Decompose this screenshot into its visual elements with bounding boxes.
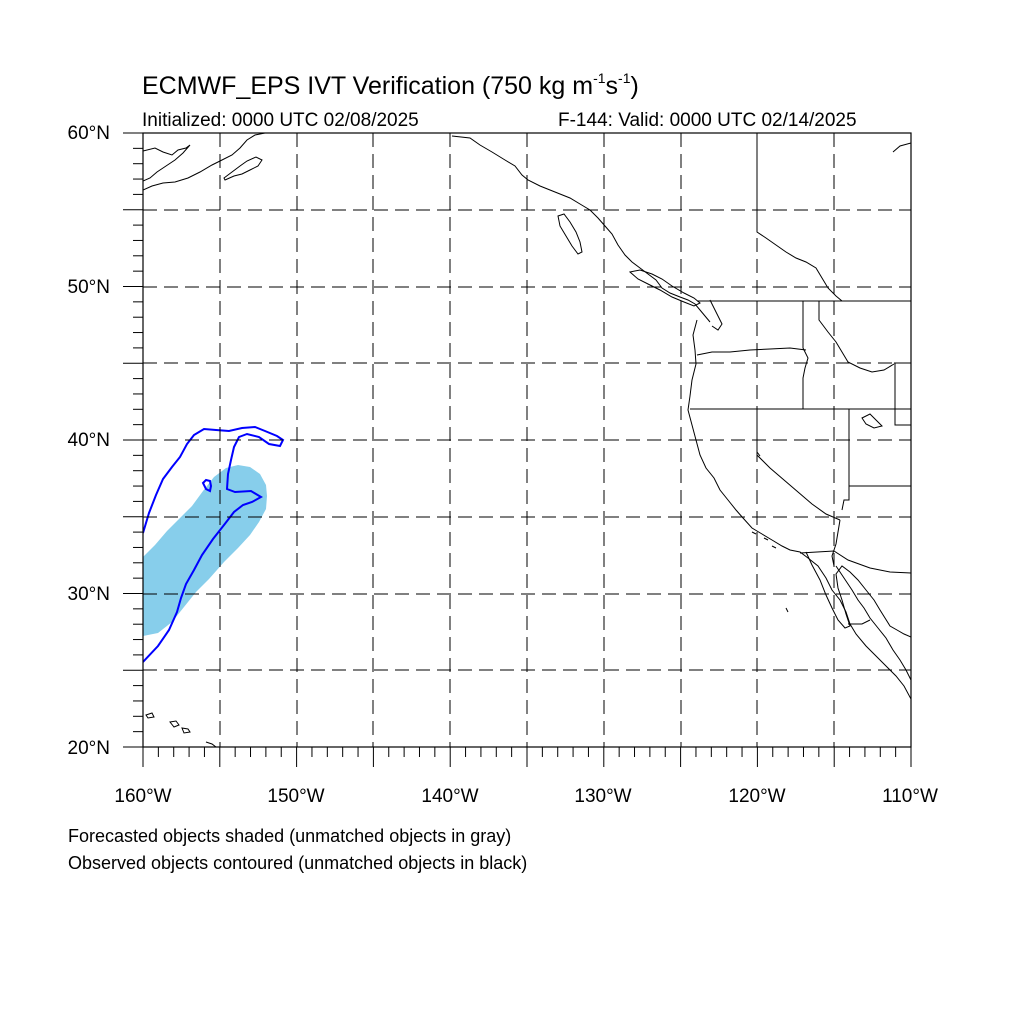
chart-title: ECMWF_EPS IVT Verification (750 kg m-1s-… [142, 70, 639, 100]
alaska-coast-2 [143, 133, 266, 191]
gulf-of-california-east [835, 565, 911, 681]
valid-time-label: F-144: Valid: 0000 UTC 02/14/2025 [558, 110, 857, 131]
graticule [143, 133, 911, 747]
lon-label-110w: 110°W [882, 786, 938, 807]
lon-label-150w: 150°W [267, 786, 325, 807]
map-frame [142, 132, 912, 748]
lon-label-130w: 130°W [574, 786, 632, 807]
lat-label-50n: 50°N [67, 277, 110, 298]
california-nevada-border [756, 409, 841, 521]
bc-alberta-border [756, 133, 843, 302]
lat-label-40n: 40°N [67, 430, 110, 451]
initialized-label: Initialized: 0000 UTC 02/08/2025 [142, 110, 419, 131]
hawaii-islands [145, 712, 217, 747]
us-mexico-border [799, 550, 911, 574]
lat-label-30n: 30°N [67, 584, 110, 605]
lat-label-20n: 20°N [67, 738, 110, 759]
us-west-coast [687, 319, 911, 700]
alaska-coast [143, 144, 191, 182]
footer-observed-note: Observed objects contoured (unmatched ob… [68, 853, 528, 873]
great-salt-lake [861, 413, 883, 429]
nevada-utah-border [841, 409, 850, 511]
arizona-california-border [831, 519, 841, 567]
bc-coast [451, 135, 711, 323]
haida-gwaii [557, 213, 583, 255]
kodiak-island [223, 156, 263, 181]
puget-sound [709, 299, 723, 331]
lat-label-60n: 60°N [67, 123, 110, 144]
baja-california [805, 551, 911, 638]
lake-tahoe [756, 451, 761, 457]
lon-label-160w: 160°W [114, 786, 172, 807]
baja-inner-line [848, 619, 871, 625]
coastlines [143, 133, 911, 747]
lon-label-120w: 120°W [728, 786, 786, 807]
montana-wyoming-border [894, 362, 911, 426]
washington-oregon-border [696, 347, 807, 356]
observed-object-contour [143, 425, 285, 663]
hudson-bay-area [892, 142, 911, 153]
footer-forecast-note: Forecasted objects shaded (unmatched obj… [68, 826, 512, 846]
channel-islands [751, 531, 789, 613]
observed-objects [143, 425, 285, 663]
axis-ticks [123, 132, 912, 767]
observed-object-small-contour [201, 478, 213, 493]
idaho-montana-border [818, 301, 895, 373]
vancouver-island [628, 269, 701, 307]
lon-label-140w: 140°W [421, 786, 479, 807]
washington-idaho-border [802, 301, 809, 409]
